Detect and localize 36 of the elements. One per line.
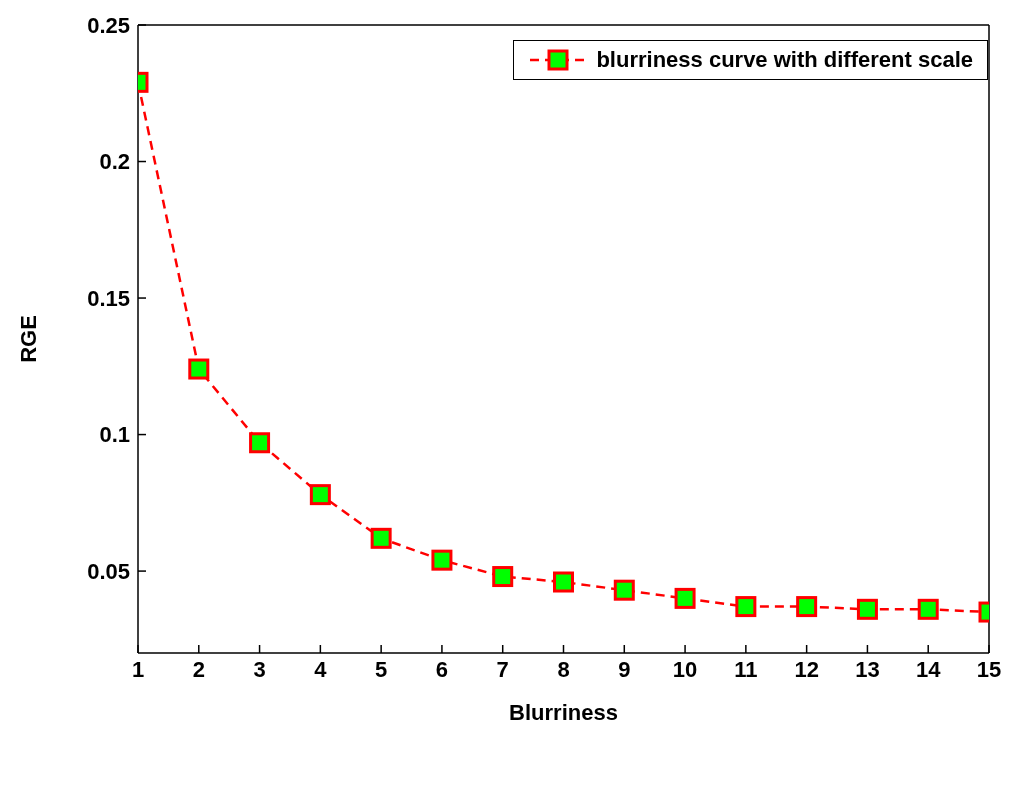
y-tick-label: 0.15 [87, 285, 130, 311]
point [796, 596, 818, 618]
point [917, 598, 939, 620]
x-tick-label: 14 [915, 656, 942, 682]
point [492, 566, 514, 588]
y-axis-title: RGE [15, 315, 41, 363]
x-tick-label: 4 [314, 656, 328, 682]
y-tick-label: 0.05 [87, 558, 130, 584]
x-tick-label: 8 [557, 656, 570, 682]
x-tick-label: 2 [192, 656, 205, 682]
point [309, 484, 331, 506]
point [188, 358, 210, 380]
y-tick-label: 0.2 [99, 149, 130, 175]
point [370, 527, 392, 549]
x-tick-label: 7 [496, 656, 509, 682]
legend-label: blurriness curve with different scale [596, 47, 973, 73]
x-tick-label: 3 [253, 656, 266, 682]
point [553, 571, 574, 593]
x-tick-label: 9 [618, 656, 631, 682]
y-tick-label: 0.25 [87, 12, 130, 38]
x-tick-label: 13 [855, 656, 880, 682]
point [249, 432, 271, 454]
x-tick-label: 1 [131, 656, 145, 682]
x-tick-label: 6 [435, 656, 449, 682]
x-tick-label: 12 [794, 656, 819, 682]
point [674, 587, 696, 609]
point [735, 596, 757, 618]
x-tick-label: 5 [375, 656, 388, 682]
y-tick-label: 0.1 [99, 422, 130, 448]
x-tick-label: 15 [976, 656, 1002, 682]
point [613, 579, 635, 601]
point [431, 549, 453, 571]
x-axis-title: Blurriness [509, 700, 618, 725]
x-tick-label: 11 [734, 656, 758, 682]
x-tick-label: 10 [672, 656, 698, 682]
point [856, 598, 878, 620]
